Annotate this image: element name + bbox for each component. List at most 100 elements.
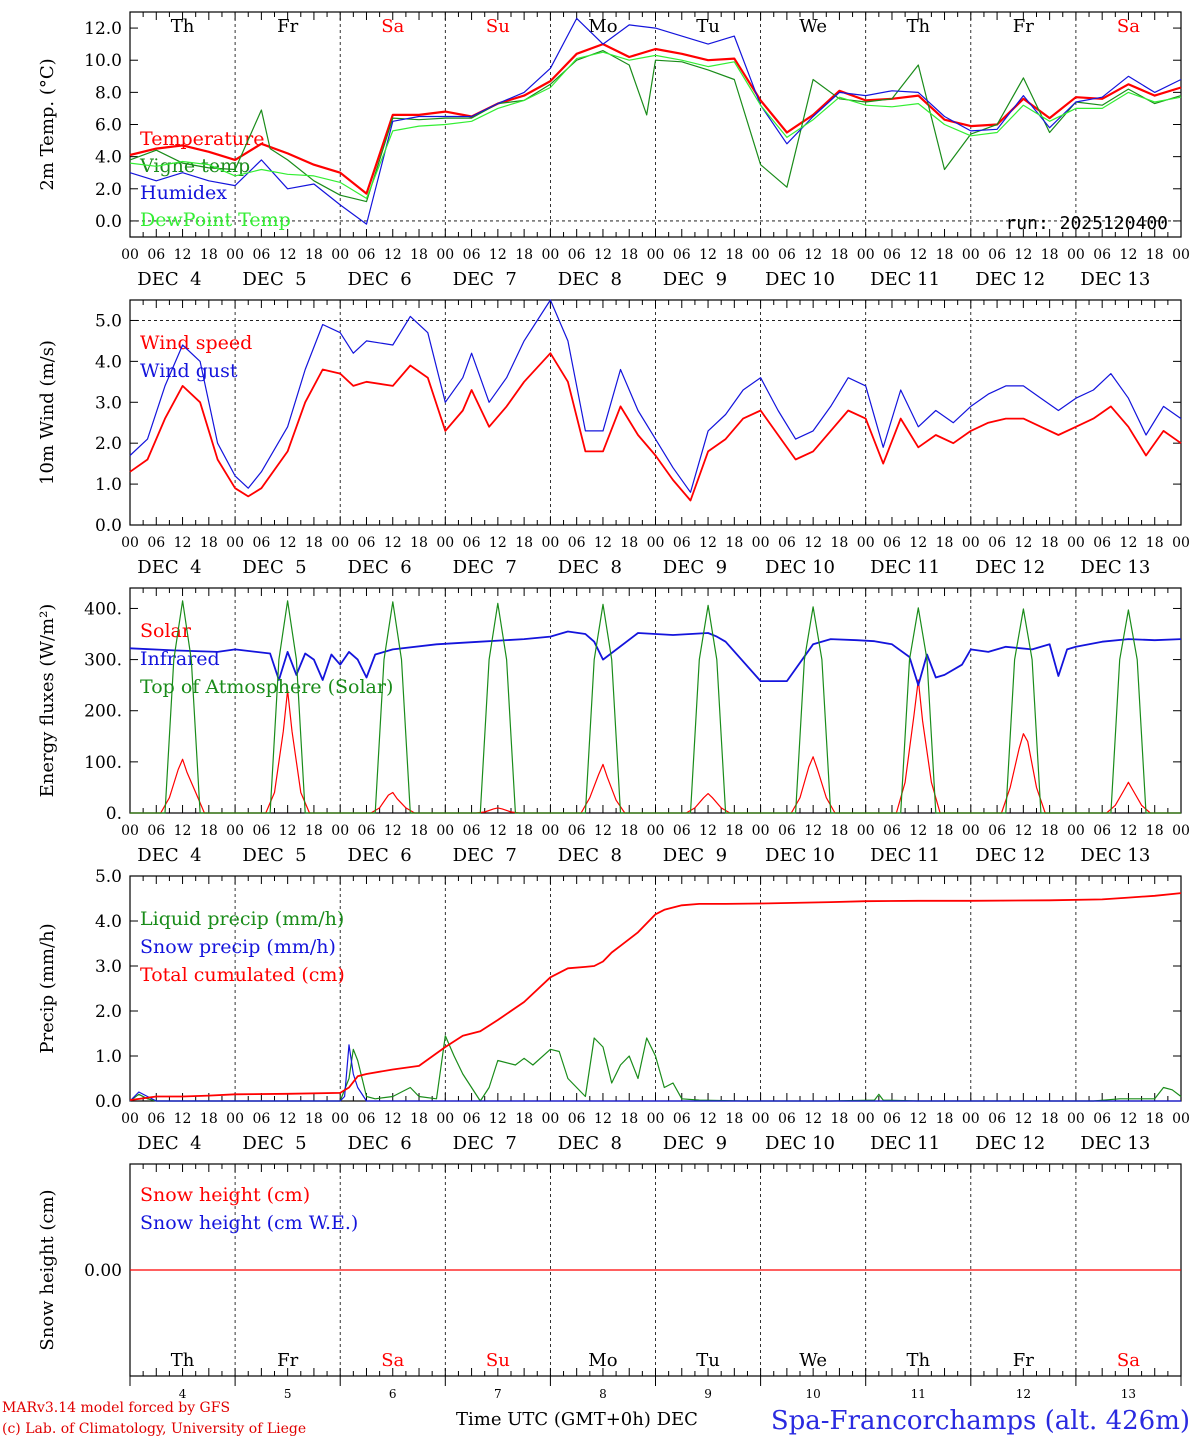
hour-label: 12 xyxy=(489,1111,507,1127)
hour-label: 06 xyxy=(1093,823,1111,839)
day-name-label: Fr xyxy=(1013,16,1034,37)
hour-label: 12 xyxy=(489,823,507,839)
hour-label: 06 xyxy=(673,535,691,551)
date-label: DEC 10 xyxy=(765,845,835,866)
date-label: DEC 9 xyxy=(663,1133,727,1154)
hour-label: 06 xyxy=(883,247,901,263)
hour-label: 12 xyxy=(1120,535,1138,551)
hour-label: 06 xyxy=(568,823,586,839)
panel-frame xyxy=(129,587,1182,814)
date-label: DEC 10 xyxy=(765,1133,835,1154)
hour-label: 18 xyxy=(1041,535,1059,551)
hour-label: 00 xyxy=(962,535,980,551)
date-label: DEC 9 xyxy=(663,557,727,578)
run-label: run: 2025120400 xyxy=(1005,213,1168,234)
panel-snow: 0.00 Snow height (cm) Snow height (cm) Snow… xyxy=(37,1163,1182,1401)
hour-label: 12 xyxy=(384,823,402,839)
hour-label: 00 xyxy=(962,247,980,263)
series-line xyxy=(129,50,1182,203)
day-name-label: Fr xyxy=(277,16,298,37)
y-axis-label: Precip (mm/h) xyxy=(37,923,58,1053)
hour-label: 12 xyxy=(1120,1111,1138,1127)
hour-label: 00 xyxy=(541,247,559,263)
series-line xyxy=(129,630,1182,687)
y-tick-label: 3.0 xyxy=(95,957,122,977)
hour-label: 18 xyxy=(515,823,533,839)
day-number-label: 4 xyxy=(179,1387,187,1401)
hour-label: 00 xyxy=(647,247,665,263)
date-label: DEC 5 xyxy=(242,557,306,578)
date-label: DEC 9 xyxy=(663,269,727,290)
hour-label: 12 xyxy=(1014,823,1032,839)
series-line xyxy=(129,51,1182,199)
hour-label: 06 xyxy=(463,823,481,839)
hour-label: 06 xyxy=(252,1111,270,1127)
date-label: DEC 13 xyxy=(1080,269,1150,290)
hour-label: 00 xyxy=(1172,535,1190,551)
hour-label: 00 xyxy=(647,823,665,839)
day-name-label: Su xyxy=(486,16,510,37)
date-label: DEC 7 xyxy=(453,269,517,290)
date-label: DEC 9 xyxy=(663,845,727,866)
day-name-label: Th xyxy=(171,1350,195,1371)
hour-label: 18 xyxy=(515,247,533,263)
hour-label: 06 xyxy=(147,1111,165,1127)
hour-label: 18 xyxy=(515,535,533,551)
y-tick-label: 10.0 xyxy=(84,51,122,71)
y-axis-label: 10m Wind (m/s) xyxy=(37,340,58,485)
hour-label: 18 xyxy=(725,247,743,263)
hour-label: 18 xyxy=(305,247,323,263)
hour-label: 12 xyxy=(699,1111,717,1127)
hour-label: 06 xyxy=(883,1111,901,1127)
hour-label: 12 xyxy=(1014,247,1032,263)
hour-label: 00 xyxy=(436,1111,454,1127)
hour-label: 18 xyxy=(620,247,638,263)
y-tick-label: 2.0 xyxy=(95,1002,122,1022)
date-label: DEC 4 xyxy=(137,845,201,866)
day-number-label: 13 xyxy=(1121,1387,1136,1401)
hour-label: 00 xyxy=(962,823,980,839)
y-tick-label: 2.0 xyxy=(95,180,122,200)
hour-label: 12 xyxy=(279,823,297,839)
hour-label: 00 xyxy=(647,1111,665,1127)
y-tick-label: 2.0 xyxy=(95,434,122,454)
y-axis-label: Snow height (cm) xyxy=(37,1189,58,1350)
hour-label: 06 xyxy=(463,1111,481,1127)
series-line xyxy=(130,600,1181,814)
legend-entry: Snow height (cm W.E.) xyxy=(140,1212,358,1234)
day-name-label: We xyxy=(799,16,827,37)
date-label: DEC 4 xyxy=(137,269,201,290)
hour-label: 12 xyxy=(174,247,192,263)
hour-label: 12 xyxy=(804,823,822,839)
hour-label: 06 xyxy=(778,247,796,263)
hour-label: 06 xyxy=(673,247,691,263)
hour-label: 18 xyxy=(936,535,954,551)
y-tick-label: 6.0 xyxy=(95,116,122,136)
hour-label: 00 xyxy=(541,535,559,551)
date-label: DEC 5 xyxy=(242,845,306,866)
legend-entry: Total cumulated (cm) xyxy=(140,964,345,986)
date-label: DEC 6 xyxy=(347,1133,411,1154)
legend-entry: Snow precip (mm/h) xyxy=(140,936,336,958)
date-label: DEC 13 xyxy=(1080,1133,1150,1154)
hour-label: 00 xyxy=(331,535,349,551)
hour-label: 18 xyxy=(831,1111,849,1127)
series-line xyxy=(129,43,1182,195)
hour-label: 06 xyxy=(988,823,1006,839)
hour-label: 18 xyxy=(1041,1111,1059,1127)
hour-label: 06 xyxy=(1093,247,1111,263)
day-name-label: Th xyxy=(906,16,930,37)
hour-label: 18 xyxy=(936,247,954,263)
hour-label: 12 xyxy=(489,535,507,551)
hour-label: 12 xyxy=(174,823,192,839)
day-name-label: Sa xyxy=(1117,16,1140,37)
date-label: DEC 13 xyxy=(1080,845,1150,866)
date-label: DEC 10 xyxy=(765,269,835,290)
y-tick-label: 5.0 xyxy=(95,311,122,331)
hour-label: 18 xyxy=(200,823,218,839)
hour-label: 00 xyxy=(226,535,244,551)
series-line xyxy=(129,352,1182,502)
hour-label: 18 xyxy=(1041,247,1059,263)
y-tick-label: 4.0 xyxy=(95,148,122,168)
hour-label: 12 xyxy=(594,535,612,551)
